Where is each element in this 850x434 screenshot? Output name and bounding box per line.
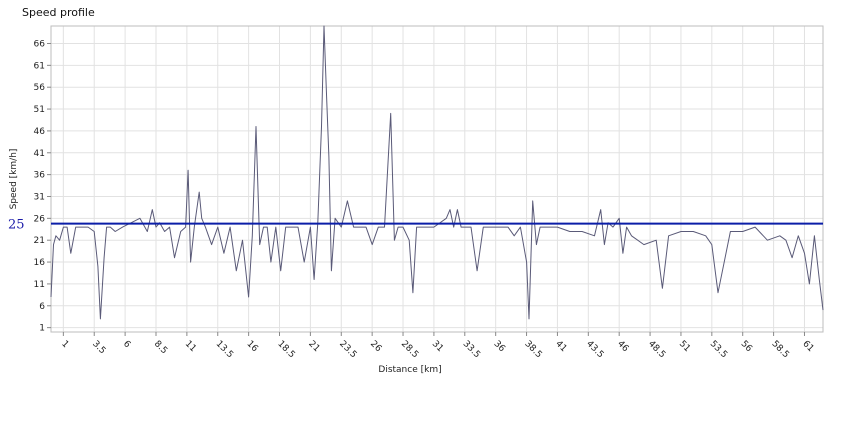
x-tick-label: 36 [492,339,507,354]
x-axis-ticks: 1 3.5 6 8.5 11 13.5 16 18.5 21 23.5 26 28.5 31 33.5 36… [59,332,816,360]
x-tick-label: 33.5 [461,339,482,360]
chart-title: Speed profile [22,6,95,19]
x-axis-label: Distance [km] [378,365,441,375]
x-tick-label: 8.5 [152,339,169,356]
y-tick-label: 36 [34,171,46,181]
y-tick-label: 31 [34,192,45,202]
x-tick-label: 53.5 [708,339,729,360]
y-tick-label: 51 [34,105,45,115]
y-tick-label: 56 [34,83,46,93]
x-tick-label: 16 [245,339,260,354]
x-tick-label: 56 [739,339,754,354]
y-tick-label: 6 [39,302,45,312]
x-tick-label: 48.5 [646,339,667,360]
x-tick-label: 18.5 [275,339,296,360]
y-tick-label: 61 [34,61,45,71]
x-tick-label: 21 [306,339,321,354]
x-tick-label: 23.5 [337,339,358,360]
x-tick-label: 3.5 [90,339,107,356]
x-tick-label: 11 [183,339,198,354]
y-tick-label: 66 [34,39,46,49]
y-tick-label: 11 [34,280,45,290]
x-tick-label: 26 [368,339,383,354]
x-tick-label: 51 [677,339,692,354]
speed-series-line [50,25,824,320]
y-tick-label: 41 [34,149,45,159]
x-tick-label: 1 [59,339,70,350]
plot-area [50,25,824,333]
x-tick-label: 43.5 [584,339,605,360]
x-tick-label: 41 [553,339,568,354]
y-tick-label: 46 [34,127,46,137]
x-tick-label: 61 [800,339,815,354]
reference-line-label: 25 [8,218,25,233]
y-tick-label: 26 [34,214,46,224]
y-tick-label: 21 [34,236,45,246]
series-layer [50,25,824,320]
grid [51,26,823,332]
y-tick-label: 1 [39,324,45,334]
x-tick-label: 13.5 [214,339,235,360]
x-tick-label: 38.5 [522,339,543,360]
y-axis-label: Speed [km/h] [9,149,19,210]
x-tick-label: 31 [430,339,445,354]
x-tick-label: 58.5 [769,339,790,360]
x-tick-label: 6 [121,339,132,350]
x-tick-label: 28.5 [399,339,420,360]
y-tick-label: 16 [34,258,46,268]
x-tick-label: 46 [615,339,630,354]
